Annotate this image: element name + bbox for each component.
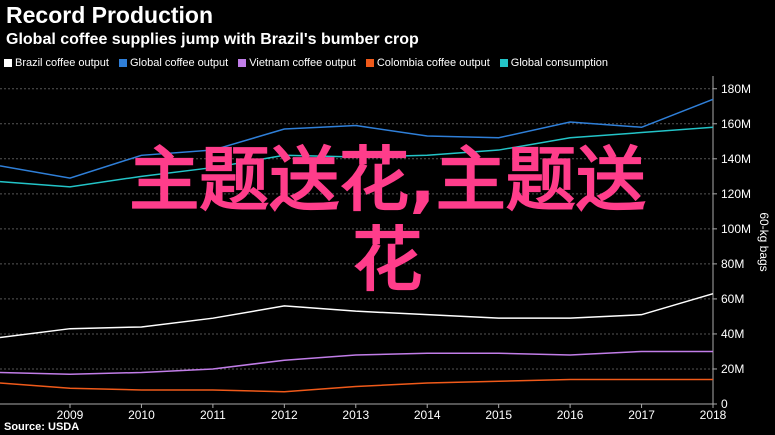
chart-subtitle: Global coffee supplies jump with Brazil'…: [6, 31, 419, 48]
legend-swatch: [4, 59, 12, 67]
series-line-colombia-coffee-output: [0, 378, 713, 393]
y-tick-label: 140M: [721, 152, 751, 166]
series-line-vietnam-coffee-output: [0, 350, 713, 375]
legend-label: Brazil coffee output: [15, 57, 109, 69]
y-tick-label: 40M: [721, 327, 744, 341]
legend-item: Global consumption: [499, 57, 609, 69]
legend-swatch: [499, 59, 508, 67]
series-line-global-consumption: [0, 126, 714, 188]
y-tick-label: 60M: [721, 292, 744, 306]
legend-swatch: [118, 59, 127, 67]
legend-swatch: [238, 59, 247, 67]
source-note: Source: USDA: [4, 421, 80, 433]
y-tick-label: 20M: [721, 362, 744, 376]
y-axis-label: 60-kg bags: [757, 212, 771, 271]
y-tick-label: 0: [721, 397, 728, 411]
x-tick-label: 2014: [414, 408, 441, 422]
x-tick-label: 2011: [200, 408, 226, 422]
legend-label: Colombia coffee output: [376, 57, 490, 69]
legend-label: Vietnam coffee output: [249, 57, 356, 69]
legend-item: Colombia coffee output: [365, 57, 490, 69]
x-tick-label: 2017: [628, 408, 655, 422]
legend-item: Brazil coffee output: [4, 57, 109, 69]
legend-item: Global coffee output: [118, 57, 229, 69]
y-tick-label: 120M: [721, 187, 751, 201]
x-tick-label: 2009: [57, 408, 84, 422]
x-tick-label: 2013: [342, 408, 369, 422]
y-tick-label: 80M: [721, 257, 744, 271]
y-tick-label: 160M: [721, 117, 751, 131]
chart-title: Record Production: [6, 2, 214, 28]
x-tick-label: 2010: [128, 408, 155, 422]
x-tick-label: 2018: [700, 408, 727, 422]
y-tick-label: 100M: [721, 222, 751, 236]
series-line-global-coffee-output: [0, 98, 714, 179]
x-tick-label: 2012: [271, 408, 298, 422]
legend-label: Global consumption: [510, 57, 609, 69]
x-tick-label: 2016: [557, 408, 584, 422]
legend-swatch: [365, 59, 374, 67]
legend-label: Global coffee output: [129, 57, 229, 69]
y-tick-label: 180M: [721, 82, 751, 96]
legend-item: Vietnam coffee output: [238, 57, 356, 69]
x-tick-label: 2015: [485, 408, 512, 422]
series-line-brazil-coffee-output: [0, 292, 714, 339]
chart-legend: Brazil coffee output Global coffee output…: [4, 57, 608, 69]
